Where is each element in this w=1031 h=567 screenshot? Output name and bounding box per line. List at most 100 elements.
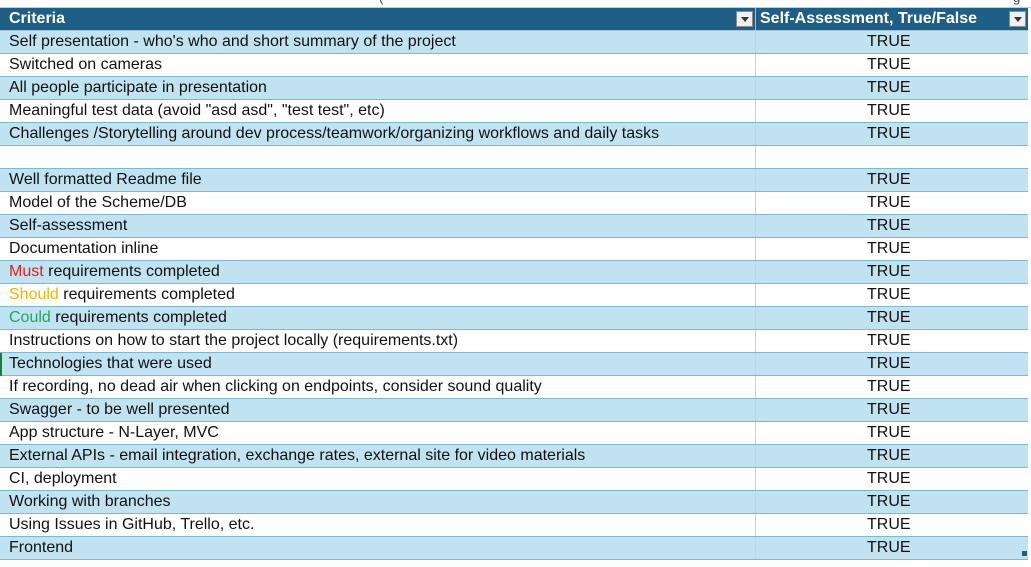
- criteria-text: CI, deployment: [9, 470, 117, 487]
- table-row[interactable]: Instructions on how to start the project…: [0, 330, 1028, 353]
- self-assessment-header-cell[interactable]: Self-Assessment, True/False: [756, 8, 1028, 30]
- criteria-text: Working with branches: [9, 493, 171, 510]
- criteria-text: Using Issues in GitHub, Trello, etc.: [9, 516, 255, 533]
- self-assessment-cell[interactable]: TRUE: [756, 330, 1028, 352]
- criteria-cell[interactable]: If recording, no dead air when clicking …: [0, 376, 756, 398]
- self-assessment-value: TRUE: [867, 33, 911, 50]
- table-row[interactable]: Switched on cameras TRUE: [0, 54, 1028, 77]
- criteria-header-cell[interactable]: Criteria: [0, 8, 756, 30]
- table-row[interactable]: Must requirements completed TRUE: [0, 261, 1028, 284]
- criteria-cell[interactable]: Could requirements completed: [0, 307, 756, 329]
- criteria-cell[interactable]: Documentation inline: [0, 238, 756, 260]
- active-cell-indicator: [0, 353, 2, 376]
- self-assessment-cell[interactable]: TRUE: [756, 307, 1028, 329]
- criteria-header-label: Criteria: [9, 10, 66, 27]
- table-row[interactable]: Frontend TRUE: [0, 537, 1028, 560]
- table-row[interactable]: Meaningful test data (avoid "asd asd", "…: [0, 100, 1028, 123]
- table-row[interactable]: External APIs - email integration, excha…: [0, 445, 1028, 468]
- self-assessment-cell[interactable]: TRUE: [756, 422, 1028, 444]
- table-row[interactable]: Self presentation - who's who and short …: [0, 31, 1028, 54]
- self-assessment-cell[interactable]: TRUE: [756, 399, 1028, 421]
- criteria-cell[interactable]: Frontend: [0, 537, 756, 559]
- self-assessment-cell[interactable]: TRUE: [756, 123, 1028, 145]
- self-assessment-cell[interactable]: TRUE: [756, 100, 1028, 122]
- self-assessment-cell[interactable]: TRUE: [756, 537, 1028, 559]
- self-assessment-value: TRUE: [867, 309, 911, 326]
- table-resize-handle-icon[interactable]: [1022, 551, 1027, 556]
- criteria-text: External APIs - email integration, excha…: [9, 447, 586, 464]
- self-assessment-cell[interactable]: TRUE: [756, 54, 1028, 76]
- table-row[interactable]: Well formatted Readme file TRUE: [0, 169, 1028, 192]
- self-assessment-cell[interactable]: TRUE: [756, 353, 1028, 375]
- self-assessment-header-label: Self-Assessment, True/False: [760, 10, 977, 27]
- criteria-cell[interactable]: Instructions on how to start the project…: [0, 330, 756, 352]
- table-row[interactable]: App structure - N-Layer, MVC TRUE: [0, 422, 1028, 445]
- criteria-cell[interactable]: All people participate in presentation: [0, 77, 756, 99]
- table-row[interactable]: If recording, no dead air when clicking …: [0, 376, 1028, 399]
- self-assessment-cell[interactable]: TRUE: [756, 77, 1028, 99]
- self-assessment-cell[interactable]: TRUE: [756, 376, 1028, 398]
- self-assessment-value: TRUE: [867, 332, 911, 349]
- self-assessment-cell[interactable]: TRUE: [756, 468, 1028, 490]
- table-row[interactable]: Challenges /Storytelling around dev proc…: [0, 123, 1028, 146]
- criteria-text: Well formatted Readme file: [9, 171, 202, 188]
- criteria-cell[interactable]: Technologies that were used: [0, 353, 756, 375]
- criteria-cell[interactable]: Working with branches: [0, 491, 756, 513]
- self-assessment-cell[interactable]: TRUE: [756, 215, 1028, 237]
- table-row[interactable]: Should requirements completed TRUE: [0, 284, 1028, 307]
- criteria-cell[interactable]: Self presentation - who's who and short …: [0, 31, 756, 53]
- table-row[interactable]: Working with branches TRUE: [0, 491, 1028, 514]
- column-divider-mark-2: g: [1013, 0, 1020, 5]
- self-assessment-value: TRUE: [867, 263, 911, 280]
- self-assessment-value: TRUE: [867, 217, 911, 234]
- table-row[interactable]: Model of the Scheme/DB TRUE: [0, 192, 1028, 215]
- self-assessment-value: TRUE: [867, 378, 911, 395]
- criteria-cell[interactable]: Using Issues in GitHub, Trello, etc.: [0, 514, 756, 536]
- criteria-filter-dropdown-icon[interactable]: [736, 11, 753, 27]
- self-assessment-value: TRUE: [867, 516, 911, 533]
- table-row[interactable]: Self-assessment TRUE: [0, 215, 1028, 238]
- self-assessment-filter-dropdown-icon[interactable]: [1009, 11, 1026, 27]
- criteria-cell[interactable]: Self-assessment: [0, 215, 756, 237]
- criteria-cell[interactable]: Meaningful test data (avoid "asd asd", "…: [0, 100, 756, 122]
- table-row[interactable]: [0, 146, 1028, 169]
- criteria-text: Swagger - to be well presented: [9, 401, 230, 418]
- table-row[interactable]: Could requirements completed TRUE: [0, 307, 1028, 330]
- criteria-cell[interactable]: Should requirements completed: [0, 284, 756, 306]
- criteria-text: Switched on cameras: [9, 56, 162, 73]
- criteria-text: Instructions on how to start the project…: [9, 332, 459, 349]
- self-assessment-cell[interactable]: TRUE: [756, 31, 1028, 53]
- criteria-cell[interactable]: Well formatted Readme file: [0, 169, 756, 191]
- self-assessment-cell[interactable]: TRUE: [756, 514, 1028, 536]
- criteria-cell[interactable]: Model of the Scheme/DB: [0, 192, 756, 214]
- self-assessment-cell[interactable]: TRUE: [756, 192, 1028, 214]
- self-assessment-cell[interactable]: TRUE: [756, 238, 1028, 260]
- self-assessment-cell[interactable]: TRUE: [756, 491, 1028, 513]
- column-header-strip: ( g: [0, 0, 1031, 8]
- table-row[interactable]: All people participate in presentation TR…: [0, 77, 1028, 100]
- column-divider-mark: (: [379, 0, 383, 5]
- self-assessment-cell[interactable]: TRUE: [756, 261, 1028, 283]
- table-row[interactable]: Documentation inline TRUE: [0, 238, 1028, 261]
- table-row[interactable]: Using Issues in GitHub, Trello, etc. TRUE: [0, 514, 1028, 537]
- criteria-cell[interactable]: App structure - N-Layer, MVC: [0, 422, 756, 444]
- criteria-text: All people participate in presentation: [9, 79, 267, 96]
- self-assessment-value: TRUE: [867, 79, 911, 96]
- self-assessment-value: TRUE: [867, 539, 911, 556]
- self-assessment-cell[interactable]: TRUE: [756, 445, 1028, 467]
- criteria-cell[interactable]: Must requirements completed: [0, 261, 756, 283]
- criteria-cell[interactable]: CI, deployment: [0, 468, 756, 490]
- criteria-cell[interactable]: External APIs - email integration, excha…: [0, 445, 756, 467]
- table-body: Self presentation - who's who and short …: [0, 31, 1028, 560]
- criteria-cell[interactable]: Switched on cameras: [0, 54, 756, 76]
- self-assessment-cell[interactable]: TRUE: [756, 284, 1028, 306]
- criteria-cell[interactable]: Swagger - to be well presented: [0, 399, 756, 421]
- table-row[interactable]: CI, deployment TRUE: [0, 468, 1028, 491]
- criteria-cell[interactable]: [0, 146, 756, 168]
- self-assessment-cell[interactable]: [756, 146, 1028, 168]
- self-assessment-value: TRUE: [867, 447, 911, 464]
- table-row[interactable]: Swagger - to be well presented TRUE: [0, 399, 1028, 422]
- criteria-cell[interactable]: Challenges /Storytelling around dev proc…: [0, 123, 756, 145]
- table-row[interactable]: Technologies that were used TRUE: [0, 353, 1028, 376]
- self-assessment-cell[interactable]: TRUE: [756, 169, 1028, 191]
